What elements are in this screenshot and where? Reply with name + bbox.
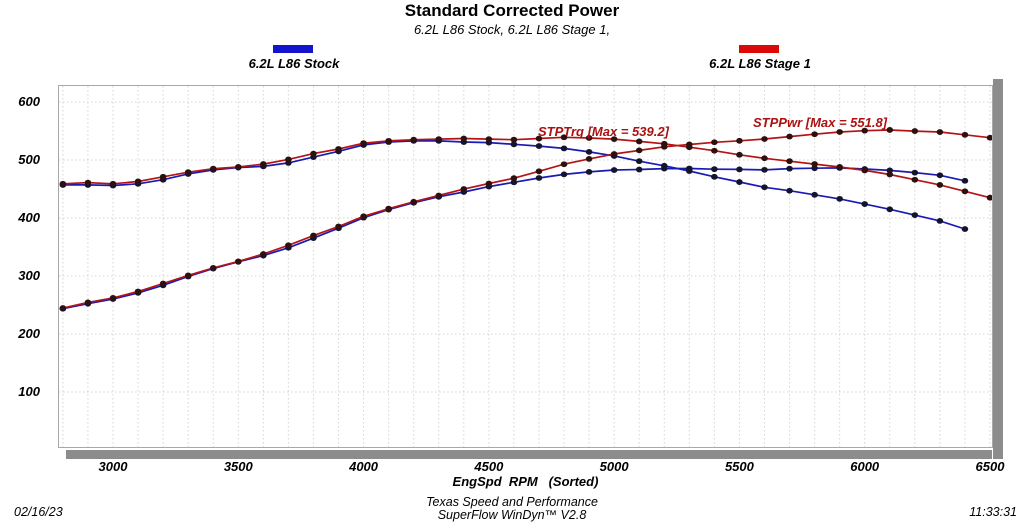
stock-legend-swatch (273, 45, 313, 53)
footer-facility: Texas Speed and Performance (426, 495, 598, 509)
power-max-annotation: STPPwr [Max = 551.8] (753, 115, 888, 130)
curve-stage1-power (62, 129, 991, 309)
dyno-curves (59, 127, 992, 312)
y-tick-label: 400 (18, 210, 40, 225)
x-tick-label: 4500 (474, 459, 504, 474)
footer-time: 11:33:31 (969, 505, 1017, 519)
x-axis-title: EngSpd RPM (Sorted) (452, 474, 599, 489)
vertical-scrollbar[interactable] (993, 79, 1003, 459)
x-tick-label: 6500 (975, 459, 1005, 474)
horizontal-scrollbar[interactable] (66, 450, 992, 459)
x-tick-label: 5000 (599, 459, 629, 474)
x-tick-label: 6000 (850, 459, 880, 474)
torque-max-annotation: STPTrq [Max = 539.2] (538, 124, 669, 139)
data-points (59, 127, 992, 311)
x-tick-label: 5500 (724, 459, 754, 474)
x-tick-label: 3000 (98, 459, 128, 474)
gridlines (59, 86, 992, 447)
stage1-legend-label: 6.2L L86 Stage 1 (709, 56, 811, 71)
chart-title: Standard Corrected Power (404, 1, 620, 20)
y-tick-label: 600 (18, 94, 40, 109)
chart-subtitle: 6.2L L86 Stock, 6.2L L86 Stage 1, (413, 22, 611, 37)
y-tick-label: 300 (18, 268, 40, 283)
stock-legend-label: 6.2L L86 Stock (248, 56, 340, 71)
y-tick-label: 100 (18, 384, 40, 399)
stage1-legend-swatch (739, 45, 779, 53)
x-tick-label: 3500 (223, 459, 253, 474)
y-tick-label: 500 (18, 152, 40, 167)
footer-center: Texas Speed and Performance SuperFlow Wi… (0, 496, 1024, 522)
footer-software: SuperFlow WinDyn™ V2.8 (437, 508, 587, 522)
y-tick-label: 200 (18, 326, 40, 341)
x-tick-label: 4000 (349, 459, 379, 474)
data-points (59, 134, 992, 201)
footer-date: 02/16/23 (14, 505, 63, 519)
curve-stage1-torque (62, 136, 991, 199)
